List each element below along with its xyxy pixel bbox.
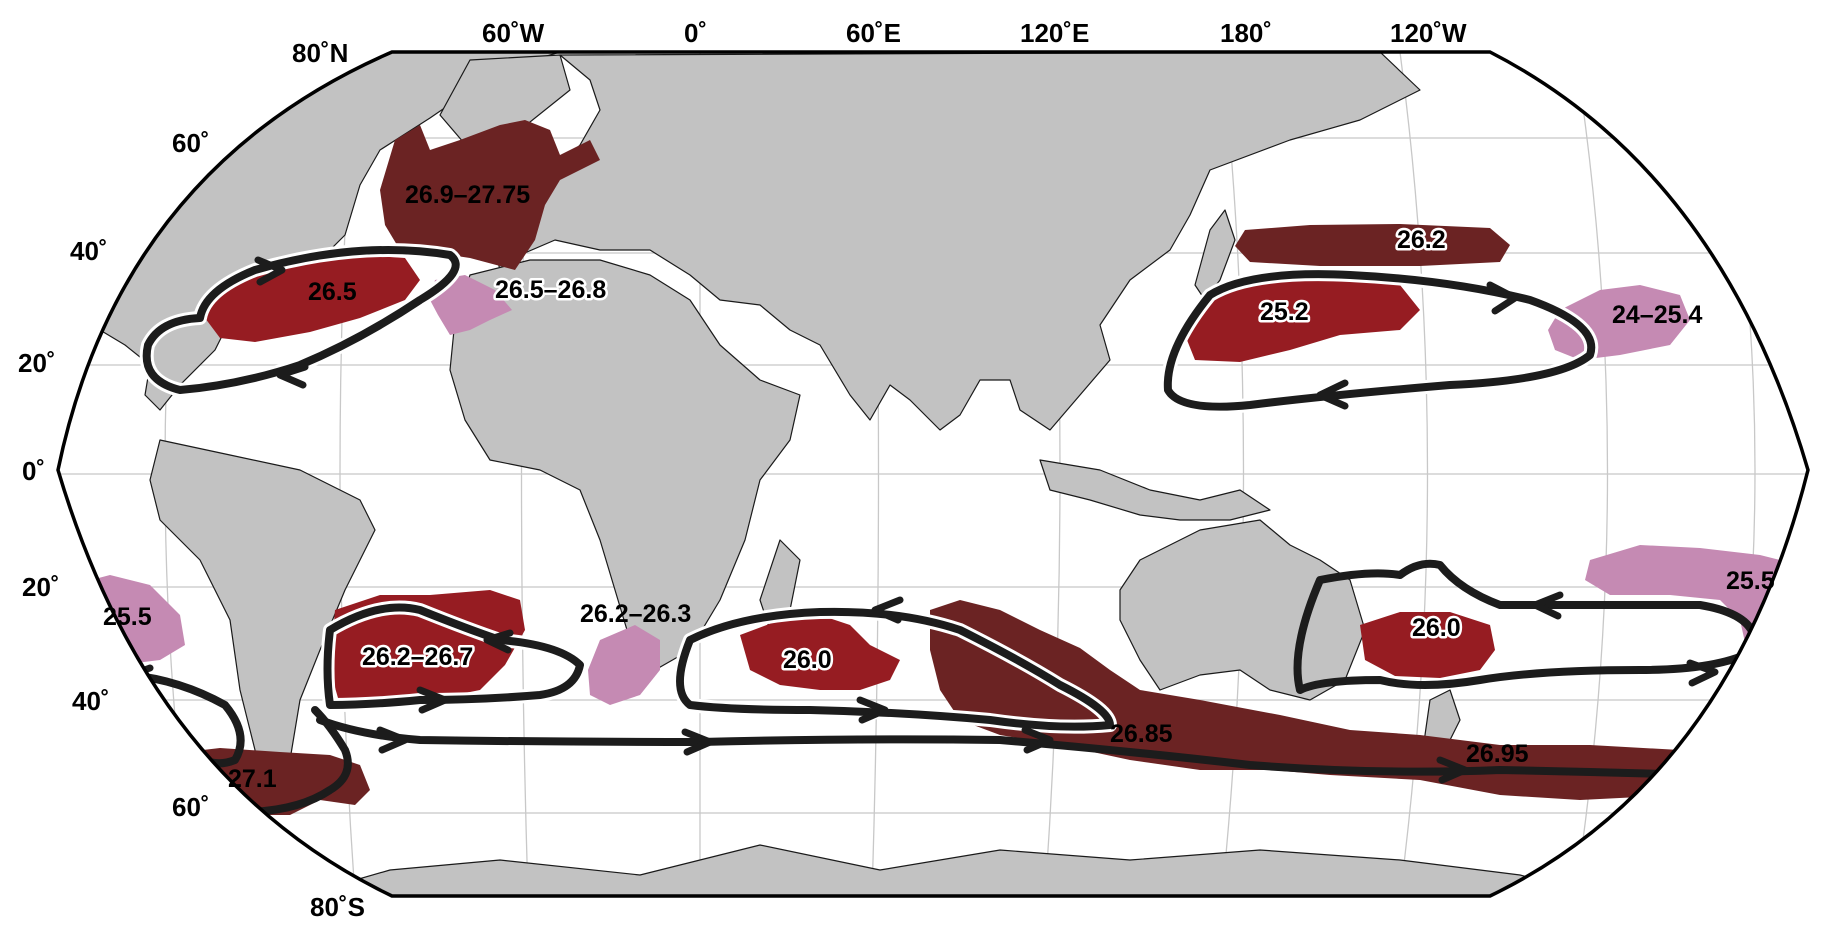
- density-region-south-atlantic-east: [588, 625, 660, 705]
- label-lat-40s: 40˚: [72, 686, 110, 716]
- density-label-north-pacific-subpolar: 26.2: [1397, 226, 1446, 254]
- longitude-labels: 80˚N 60˚W 0˚ 60˚E 120˚E 180˚ 120˚W: [292, 18, 1467, 68]
- arrow-south-indian-east: [856, 696, 889, 724]
- arrow-acc-2: [681, 728, 714, 756]
- map-outline: [56, 50, 1810, 898]
- arrow-south-pacific-east: [1686, 659, 1719, 687]
- density-label-south-atlantic-east: 26.2–26.3: [580, 600, 691, 628]
- label-80n: 80˚N: [292, 38, 348, 68]
- arrow-acc-3: [1021, 726, 1054, 754]
- density-region-south-indian-west: [740, 615, 900, 690]
- antarctic-circumpolar-current: [316, 716, 1704, 779]
- japan-islands: [1194, 209, 1236, 301]
- density-label-north-pacific-east: 24–25.4: [1612, 301, 1702, 329]
- density-label-north-atlantic-subtropical: 26.5: [308, 278, 357, 306]
- density-region-north-pacific-subtropical: [1185, 275, 1420, 362]
- density-label-south-pacific-east: 25.5: [1726, 567, 1775, 595]
- arrow-north-pacific-west: [1316, 379, 1349, 410]
- density-label-south-indian-west: 26.0: [783, 646, 832, 674]
- arrow-acc-1: [376, 726, 409, 754]
- density-label-north-atlantic-subpolar: 26.9–27.75: [405, 181, 530, 209]
- current-arrows: [124, 256, 1719, 784]
- label-lat-60s: 60˚: [172, 792, 210, 822]
- density-region-north-atlantic-subtropical: [205, 255, 420, 342]
- label-lat-20n: 20˚: [18, 348, 56, 378]
- gyre-north-pacific: [1163, 270, 1596, 411]
- density-region-north-pacific-subpolar: [1235, 224, 1510, 266]
- label-120w: 120˚W: [1390, 18, 1467, 48]
- latitude-labels: 60˚ 40˚ 20˚ 0˚ 20˚ 40˚ 60˚ 80˚S: [18, 128, 365, 922]
- label-lat-40n: 40˚: [70, 236, 108, 266]
- gyre-south-indian: [676, 607, 1114, 731]
- label-lat-0: 0˚: [22, 456, 45, 486]
- density-label-south-atlantic-subtropical: 26.2–26.7: [362, 643, 473, 671]
- density-labels: 26.9–27.75 26.5 26.5–26.8 26.2 25.2 24–2…: [103, 181, 1775, 793]
- africa-landmass: [449, 259, 801, 671]
- antarctica-landmass: [299, 844, 1601, 896]
- density-label-north-atlantic-east: 26.5–26.8: [495, 276, 606, 304]
- label-120e: 120˚E: [1020, 18, 1089, 48]
- arrow-south-indian-west: [871, 596, 904, 624]
- label-80s: 80˚S: [310, 892, 365, 922]
- label-lat-60n: 60˚: [172, 128, 210, 158]
- gyre-south-atlantic: [323, 603, 584, 709]
- arrow-north-atlantic-east: [254, 256, 286, 286]
- density-label-southern-ocean-pacific: 26.95: [1466, 740, 1529, 768]
- arrow-acc-4: [1436, 756, 1469, 784]
- density-label-south-pacific-west: 25.5: [103, 603, 152, 631]
- indonesia-islands: [1039, 459, 1271, 521]
- density-label-north-pacific-subtropical: 25.2: [1260, 298, 1309, 326]
- density-region-north-atlantic-east: [430, 275, 512, 335]
- density-region-north-atlantic-subpolar: [380, 120, 600, 270]
- arrow-south-atlantic-east: [416, 686, 449, 714]
- arrow-north-pacific-east: [1486, 281, 1519, 315]
- density-label-southern-ocean-indian: 26.85: [1110, 720, 1173, 748]
- density-region-south-atlantic-subtropical: [330, 590, 525, 705]
- arrow-south-pacific-west: [1531, 591, 1564, 620]
- label-60w: 60˚W: [482, 18, 545, 48]
- arrow-north-atlantic-west: [276, 363, 309, 389]
- label-60e: 60˚E: [846, 18, 901, 48]
- gyre-paths: [126, 243, 1760, 816]
- density-region-south-pacific-subtropical: [1360, 612, 1495, 678]
- density-label-south-pacific-subtropical: 26.0: [1412, 614, 1461, 642]
- label-180: 180˚: [1220, 18, 1272, 48]
- australia-landmass: [1119, 519, 1366, 701]
- label-lat-20s: 20˚: [22, 572, 60, 602]
- label-0: 0˚: [684, 18, 707, 48]
- arrow-south-atlantic-west: [483, 629, 514, 654]
- density-label-drake-passage: 27.1: [228, 765, 277, 793]
